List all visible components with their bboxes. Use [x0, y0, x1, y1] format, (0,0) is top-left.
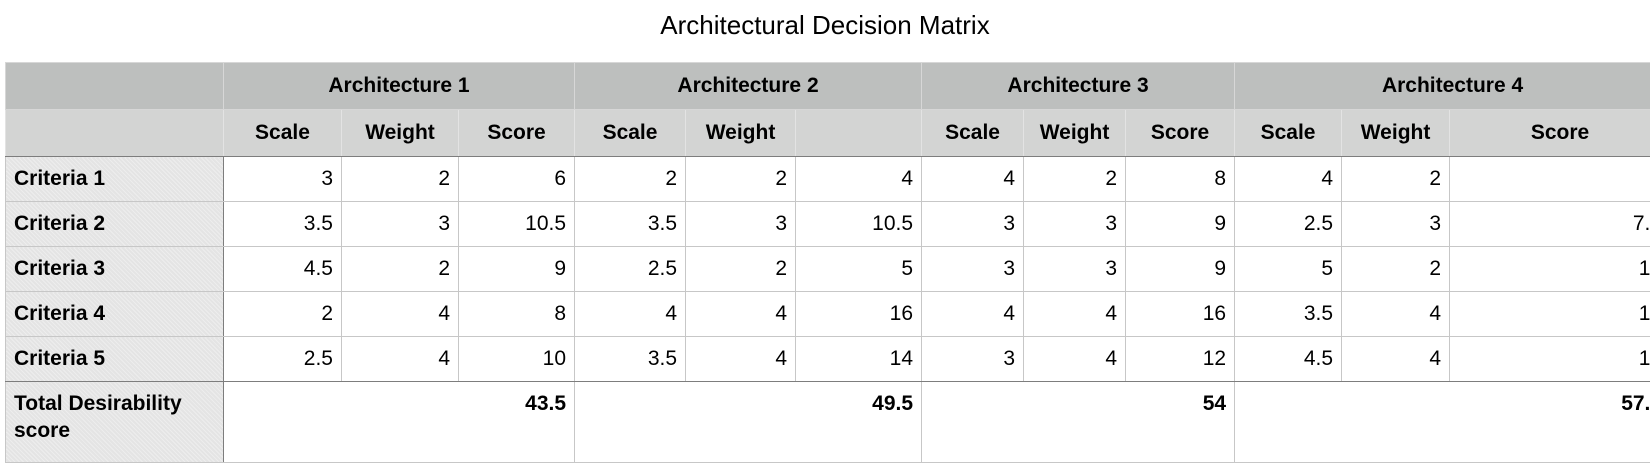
column-header[interactable]: Weight: [341, 109, 459, 157]
decision-matrix-table: Architecture 1 Architecture 2 Architecture…: [5, 62, 1650, 463]
table-cell[interactable]: 3: [921, 246, 1025, 292]
table-cell[interactable]: 3: [1341, 201, 1451, 247]
table-cell[interactable]: 16: [1125, 291, 1236, 337]
table-cell[interactable]: 10.5: [795, 201, 923, 247]
table-cell[interactable]: 8: [1125, 156, 1236, 202]
architecture-header[interactable]: Architecture 1: [222, 62, 576, 110]
table-cell[interactable]: 4: [795, 156, 923, 202]
subheader-row: Scale Weight Score Scale Weight Scale Weight Sc…: [5, 109, 1650, 157]
table-cell[interactable]: 4: [574, 291, 687, 337]
architecture-header-row: Architecture 1 Architecture 2 Architecture…: [5, 62, 1650, 110]
table-cell[interactable]: 4: [341, 336, 459, 382]
table-cell[interactable]: 18: [1449, 336, 1650, 382]
column-header[interactable]: [795, 109, 923, 157]
table-cell[interactable]: 3: [223, 156, 342, 202]
table-cell[interactable]: 2: [341, 156, 459, 202]
architecture-header[interactable]: Architecture 2: [574, 62, 923, 110]
architecture-header[interactable]: Architecture 4: [1234, 62, 1650, 110]
table-cell[interactable]: 3: [1023, 246, 1127, 292]
table-cell[interactable]: 2: [685, 156, 797, 202]
table-cell[interactable]: 4.5: [1234, 336, 1343, 382]
table-cell[interactable]: 4: [1023, 291, 1127, 337]
criteria-label[interactable]: Criteria 5: [5, 336, 224, 382]
criteria-label[interactable]: Criteria 2: [5, 201, 224, 247]
table-cell[interactable]: 3.5: [1234, 291, 1343, 337]
column-header[interactable]: Weight: [1023, 109, 1127, 157]
table-cell[interactable]: 4.5: [223, 246, 342, 292]
corner-cell: [5, 62, 224, 110]
sheet-title: Architectural Decision Matrix: [660, 10, 990, 40]
table-cell[interactable]: 8: [1449, 156, 1650, 202]
table-row: Criteria 1326224428428: [5, 156, 1650, 202]
table-cell[interactable]: 4: [921, 156, 1025, 202]
table-cell[interactable]: 10: [1449, 246, 1650, 292]
table-cell[interactable]: 4: [685, 336, 797, 382]
column-header[interactable]: Score: [1125, 109, 1236, 157]
table-cell[interactable]: 4: [1341, 291, 1451, 337]
table-cell[interactable]: 2: [1023, 156, 1127, 202]
table-cell[interactable]: 2: [223, 291, 342, 337]
table-cell[interactable]: 9: [1125, 246, 1236, 292]
total-score-cell[interactable]: 57.5: [1234, 381, 1650, 463]
table-cell[interactable]: 9: [457, 246, 576, 292]
table-cell[interactable]: 3: [921, 336, 1025, 382]
table-cell[interactable]: 5: [1234, 246, 1343, 292]
table-cell[interactable]: 16: [795, 291, 923, 337]
corner-cell: [5, 109, 224, 157]
table-cell[interactable]: 4: [685, 291, 797, 337]
table-cell[interactable]: 4: [1234, 156, 1343, 202]
total-score-cell[interactable]: 49.5: [574, 381, 923, 463]
table-cell[interactable]: 4: [1023, 336, 1127, 382]
total-score-cell[interactable]: 54: [921, 381, 1236, 463]
table-cell[interactable]: 3: [921, 201, 1025, 247]
total-label[interactable]: Total Desirability score: [5, 381, 224, 463]
table-cell[interactable]: 5: [795, 246, 923, 292]
table-cell[interactable]: 4: [341, 291, 459, 337]
column-header[interactable]: Weight: [1341, 109, 1451, 157]
table-cell[interactable]: 10.5: [457, 201, 576, 247]
table-cell[interactable]: 3: [341, 201, 459, 247]
table-cell[interactable]: 3.5: [574, 336, 687, 382]
architecture-header[interactable]: Architecture 3: [921, 62, 1236, 110]
total-score-cell[interactable]: 43.5: [222, 381, 576, 463]
table-cell[interactable]: 2: [685, 246, 797, 292]
table-cell[interactable]: 3.5: [223, 201, 342, 247]
table-cell[interactable]: 3: [685, 201, 797, 247]
table-cell[interactable]: 2: [1341, 246, 1451, 292]
table-cell[interactable]: 2.5: [1234, 201, 1343, 247]
column-header[interactable]: Scale: [921, 109, 1025, 157]
table-cell[interactable]: 10: [457, 336, 576, 382]
table-cell[interactable]: 4: [1341, 336, 1451, 382]
table-cell[interactable]: 14: [795, 336, 923, 382]
column-header[interactable]: Weight: [685, 109, 797, 157]
table-cell[interactable]: 3: [1023, 201, 1127, 247]
criteria-label[interactable]: Criteria 4: [5, 291, 224, 337]
table-cell[interactable]: 12: [1125, 336, 1236, 382]
table-cell[interactable]: 7.5: [1449, 201, 1650, 247]
table-cell[interactable]: 2.5: [223, 336, 342, 382]
table-cell[interactable]: 14: [1449, 291, 1650, 337]
table-cell[interactable]: 8: [457, 291, 576, 337]
table-cell[interactable]: 2.5: [574, 246, 687, 292]
column-header[interactable]: Scale: [1234, 109, 1343, 157]
column-header[interactable]: Scale: [223, 109, 342, 157]
criteria-label[interactable]: Criteria 3: [5, 246, 224, 292]
table-cell[interactable]: 2: [1341, 156, 1451, 202]
table-cell[interactable]: 6: [457, 156, 576, 202]
column-header[interactable]: Scale: [574, 109, 687, 157]
table-cell[interactable]: 9: [1125, 201, 1236, 247]
criteria-label[interactable]: Criteria 1: [5, 156, 224, 202]
column-header[interactable]: Score: [457, 109, 576, 157]
table-cell[interactable]: 2: [574, 156, 687, 202]
table-cell[interactable]: 4: [921, 291, 1025, 337]
column-header[interactable]: Score: [1449, 109, 1650, 157]
table-cell[interactable]: 2: [341, 246, 459, 292]
table-cell[interactable]: 3.5: [574, 201, 687, 247]
